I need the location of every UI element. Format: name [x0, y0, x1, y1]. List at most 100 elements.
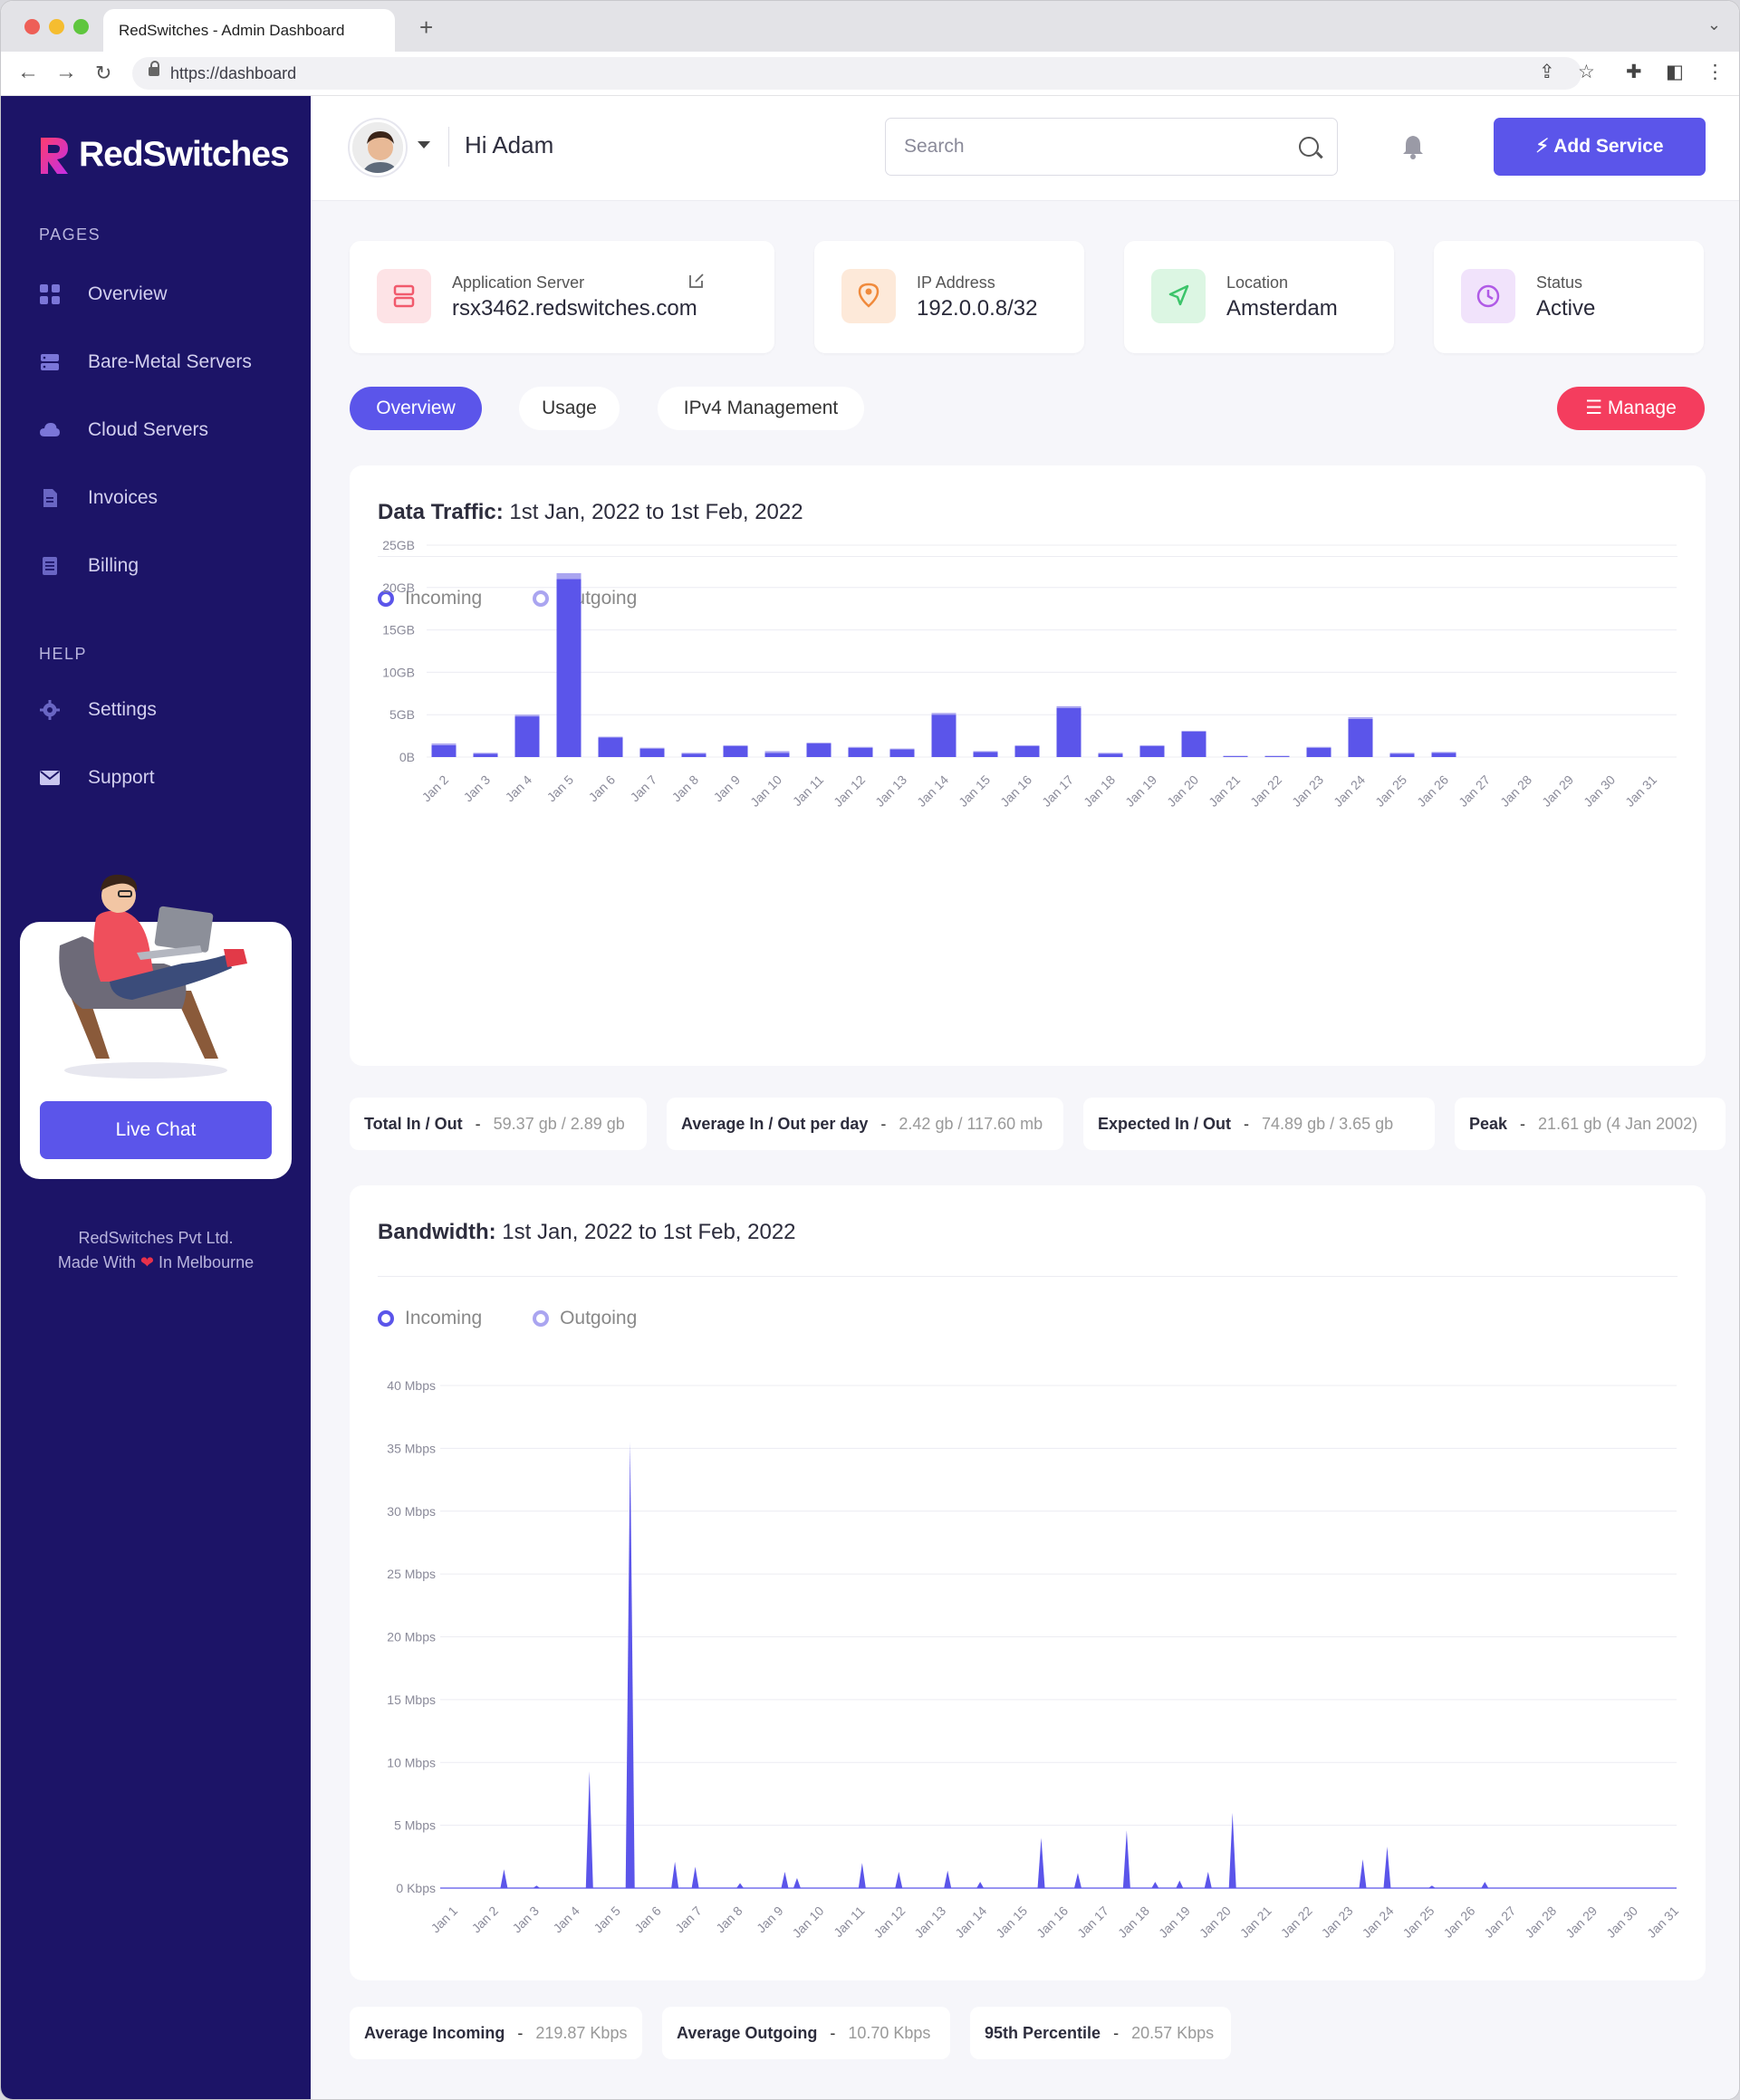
x-tick-label: Jan 26	[1414, 772, 1451, 810]
maximize-window-icon[interactable]	[73, 19, 89, 34]
bar-incoming	[973, 752, 998, 757]
avatar[interactable]	[350, 120, 406, 176]
sidebar-footer: RedSwitches Pvt Ltd. Made With ❤ In Melb…	[1, 1226, 311, 1275]
chevron-down-icon[interactable]: ⌄	[1706, 15, 1721, 34]
x-tick-label: Jan 18	[1115, 1903, 1152, 1941]
x-tick-label: Jan 9	[754, 1903, 786, 1936]
gear-icon	[40, 700, 60, 720]
lock-icon	[149, 61, 159, 76]
y-tick-label: 25 Mbps	[387, 1567, 436, 1581]
edit-icon[interactable]	[687, 272, 706, 290]
tab-usage[interactable]: Usage	[519, 387, 620, 430]
cloud-icon	[40, 423, 60, 436]
x-tick-label: Jan 27	[1456, 772, 1493, 810]
bell-icon[interactable]	[1402, 134, 1424, 159]
bar-incoming	[889, 749, 915, 757]
sidebar-item-cloud-servers[interactable]: Cloud Servers	[39, 412, 208, 448]
sidebar-item-bare-metal-servers[interactable]: Bare-Metal Servers	[39, 344, 252, 380]
x-tick-label: Jan 24	[1331, 772, 1368, 810]
x-tick-label: Jan 10	[789, 1903, 826, 1941]
bar-outgoing	[556, 572, 582, 580]
legend-incoming[interactable]: Incoming	[405, 588, 483, 609]
sidepanel-icon[interactable]: ◧	[1666, 62, 1684, 82]
bandwidth-spike	[1073, 1873, 1081, 1888]
bar-outgoing	[973, 751, 998, 753]
sidebar-item-label: Support	[88, 767, 155, 788]
star-icon[interactable]: ☆	[1578, 62, 1595, 82]
help-section-label: HELP	[39, 645, 88, 663]
bar-outgoing	[723, 744, 748, 746]
y-tick-label: 15 Mbps	[387, 1692, 436, 1707]
x-tick-label: Jan 12	[870, 1903, 908, 1941]
account-dropdown-icon[interactable]	[418, 141, 430, 149]
bandwidth-spike	[895, 1871, 903, 1888]
legend-outgoing[interactable]: Outgoing	[560, 1308, 638, 1328]
sidebar-item-support[interactable]: Support	[39, 760, 155, 796]
manage-button[interactable]: ☰ Manage	[1557, 387, 1705, 430]
navigation-arrow-icon	[1168, 284, 1189, 306]
address-bar[interactable]: https://dashboard	[132, 57, 1581, 90]
bar-incoming	[931, 714, 957, 757]
sidebar-item-invoices[interactable]: Invoices	[39, 480, 158, 516]
bandwidth-spike	[671, 1861, 679, 1888]
bar-outgoing	[639, 747, 665, 749]
x-tick-label: Jan 9	[711, 772, 744, 805]
bar-incoming	[598, 737, 623, 757]
bandwidth-spike	[976, 1882, 985, 1888]
application-server-card: Application Server rsx3462.redswitches.c…	[350, 241, 774, 353]
y-tick-label: 5 Mbps	[394, 1818, 436, 1833]
reload-icon[interactable]: ↻	[95, 62, 112, 84]
x-tick-label: Jan 31	[1644, 1903, 1681, 1941]
panel-title: Data Traffic: 1st Jan, 2022 to 1st Feb, …	[378, 500, 803, 525]
x-tick-label: Jan 7	[628, 772, 660, 805]
bandwidth-spike	[781, 1871, 789, 1888]
tab-ipv4-management[interactable]: IPv4 Management	[658, 387, 864, 430]
y-tick-label: 0B	[399, 750, 415, 764]
card-label: Location	[1226, 273, 1289, 292]
logo[interactable]: RedSwitches	[37, 134, 290, 176]
logo-mark-icon	[41, 138, 68, 174]
browser-tab[interactable]: RedSwitches - Admin Dashboard	[103, 9, 395, 52]
bar-incoming	[848, 747, 873, 757]
search-icon[interactable]	[1299, 137, 1319, 157]
extensions-icon[interactable]: ✚	[1626, 62, 1642, 82]
sidebar-item-label: Overview	[88, 283, 168, 304]
bar-outgoing	[1431, 752, 1456, 753]
add-service-button[interactable]: ⚡︎ Add Service	[1494, 118, 1706, 176]
back-icon[interactable]: ←	[17, 60, 39, 84]
search-input[interactable]: Search	[885, 118, 1338, 176]
x-tick-label: Jan 3	[509, 1903, 542, 1936]
minimize-window-icon[interactable]	[49, 19, 64, 34]
sidebar-item-overview[interactable]: Overview	[39, 276, 168, 312]
forward-icon[interactable]: →	[55, 60, 77, 84]
x-tick-label: Jan 8	[713, 1903, 745, 1936]
bar-outgoing	[1181, 730, 1206, 732]
bar-incoming	[1139, 745, 1165, 757]
share-icon[interactable]: ⇪	[1539, 62, 1555, 82]
title-bold: Bandwidth:	[378, 1220, 496, 1244]
x-tick-label: Jan 11	[831, 1903, 867, 1940]
live-chat-button[interactable]: Live Chat	[40, 1101, 272, 1159]
close-window-icon[interactable]	[24, 19, 40, 34]
sidebar-item-billing[interactable]: Billing	[39, 548, 139, 584]
bar-outgoing	[889, 748, 915, 750]
x-tick-label: Jan 4	[503, 772, 535, 805]
sidebar-item-settings[interactable]: Settings	[39, 692, 157, 728]
more-icon[interactable]: ⋮	[1706, 62, 1725, 82]
bandwidth-spike	[691, 1866, 699, 1888]
tab-overview[interactable]: Overview	[350, 387, 482, 430]
panel-title: Bandwidth: 1st Jan, 2022 to 1st Feb, 202…	[378, 1220, 796, 1245]
browser-tab-bar: RedSwitches - Admin Dashboard + ⌄	[1, 1, 1739, 52]
bar-outgoing	[764, 751, 790, 753]
server-icon	[41, 354, 59, 370]
y-tick-label: 35 Mbps	[387, 1441, 436, 1455]
bandwidth-spike	[1122, 1830, 1130, 1888]
header-divider	[448, 127, 449, 167]
new-tab-icon[interactable]: +	[419, 14, 434, 41]
card-label: IP Address	[917, 273, 995, 292]
bandwidth-spike	[1359, 1859, 1367, 1888]
bar-outgoing	[598, 736, 623, 738]
x-tick-label: Jan 4	[550, 1903, 582, 1936]
legend-incoming[interactable]: Incoming	[405, 1308, 483, 1328]
